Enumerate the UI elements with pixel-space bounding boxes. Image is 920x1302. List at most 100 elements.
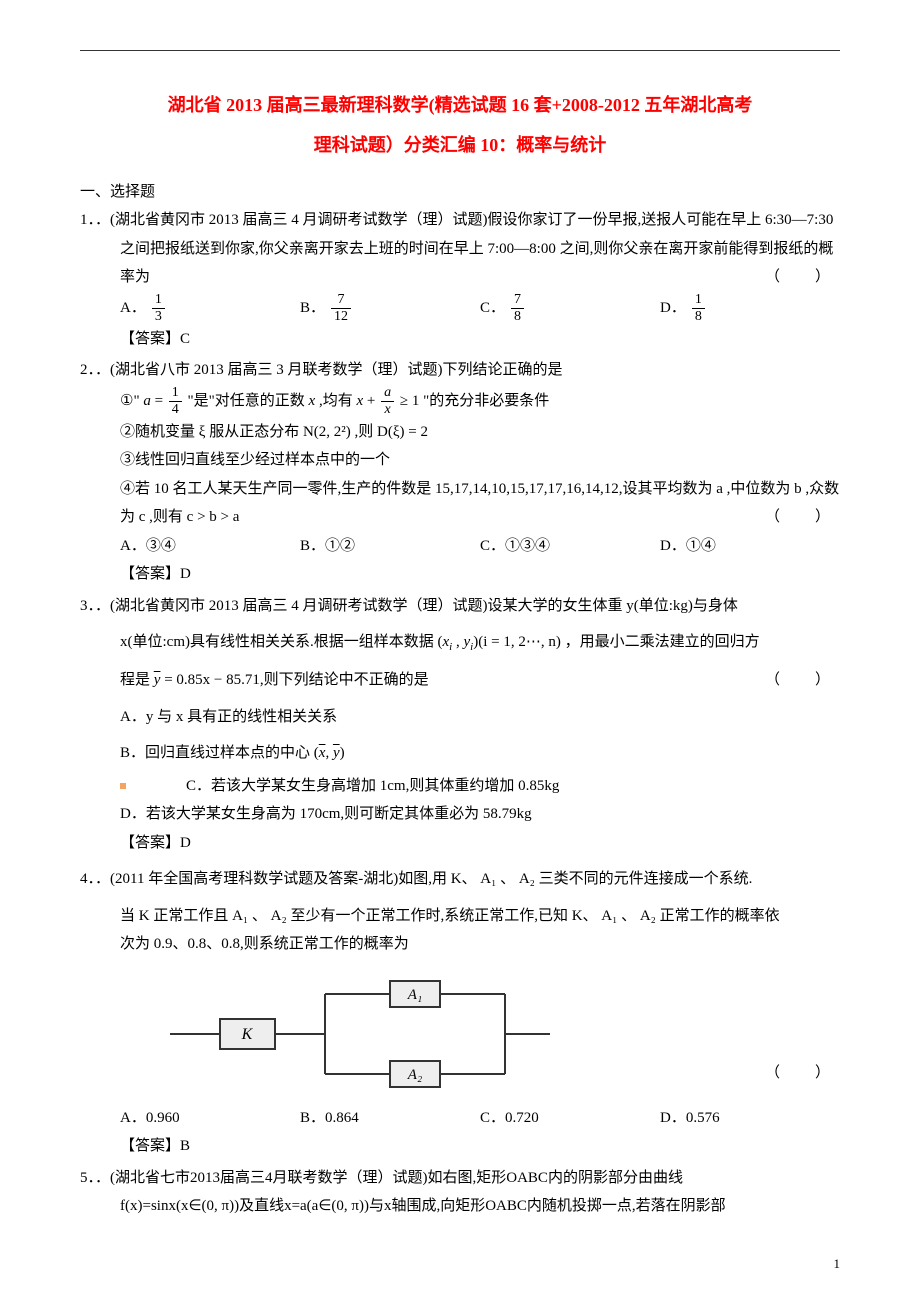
q3-opt-b: B．回归直线过样本点的中心 (x, y) (80, 739, 840, 768)
q2-answer: 【答案】D (80, 560, 840, 589)
q3-t2b: )(i = 1, 2⋯, n) ，用最小二乘法建立的回归方 (473, 634, 759, 650)
q1-choice-d: D． 18 (660, 292, 840, 325)
a2-label: A₂ (407, 1067, 422, 1083)
q2-l4a: ④若 10 名工人某天生产同一零件,生产的件数是 15,17,14,10,15,… (120, 481, 839, 526)
q3-t2a: x(单位:cm)具有线性相关关系.根据一组样本数据 ( (120, 634, 442, 650)
q3-line2: x(单位:cm)具有线性相关关系.根据一组样本数据 (xi , yi)(i = … (80, 628, 840, 658)
q2-f1n: 1 (169, 385, 182, 402)
q3-optb-t: B．回归直线过样本点的中心 ( (120, 745, 319, 761)
q5-t1: 如右图,矩形OABC内的阴影部分由曲线 (428, 1170, 683, 1186)
q2-f2n: a (381, 385, 394, 402)
k-label: K (241, 1026, 254, 1043)
q4-text2: 当 K 正常工作且 A₁ 、 A₂ 至少有一个正常工作时,系统正常工作,已知 K… (80, 902, 840, 931)
q1-a-den: 3 (152, 309, 165, 325)
q1-paren: （ ） (805, 263, 840, 292)
q2-choice-a: A．③④ (120, 532, 300, 561)
q5-text2: f(x)=sinx(x∈(0, π))及直线x=a(a∈(0, π))与x轴围成… (80, 1192, 840, 1221)
q1-num: 1． (80, 212, 95, 228)
page: 湖北省 2013 届高三最新理科数学(精选试题 16 套+2008-2012 五… (0, 0, 920, 1302)
q2-f2d: x (381, 402, 394, 418)
q2-l1d: "的充分非必要条件 (419, 393, 549, 409)
q3-text: 3．．(湖北省黄冈市 2013 届高三 4 月调研考试数学（理）试题)设某大学的… (80, 592, 840, 621)
q2-l1c: ,均有 (315, 393, 356, 409)
q4-choice-a: A．0.960 (120, 1104, 300, 1133)
q1-text: 1．．(湖北省黄冈市 2013 届高三 4 月调研考试数学（理）试题)假设你家订… (80, 206, 840, 292)
q4-choices: A．0.960 B．0.864 C．0.720 D．0.576 (80, 1104, 840, 1133)
q1-b-den: 12 (331, 309, 351, 325)
q4-text3: 次为 0.9、0.8、0.8,则系统正常工作的概率为 (80, 930, 840, 959)
question-2: 2．．(湖北省八市 2013 届高三 3 月联考数学（理）试题)下列结论正确的是… (80, 356, 840, 589)
title-line-1: 湖北省 2013 届高三最新理科数学(精选试题 16 套+2008-2012 五… (80, 86, 840, 126)
q1-choices: A．13 B．712 C．78 D．18 (80, 292, 840, 325)
q2-num: 2． (80, 362, 95, 378)
q1-d-label: D． (660, 294, 686, 323)
q1-choice-c: C． 78 (480, 292, 660, 325)
q5-source: ．(湖北省七市2013届高三4月联考数学（理）试题) (95, 1170, 428, 1186)
q1-a-label: A． (120, 294, 146, 323)
q1-source: ．(湖北省黄冈市 2013 届高三 4 月调研考试数学（理）试题) (95, 212, 488, 228)
q2-line4: ④若 10 名工人某天生产同一零件,生产的件数是 15,17,14,10,15,… (80, 475, 840, 532)
q4-paren: （ ） (765, 1059, 840, 1088)
section-heading: 一、选择题 (80, 180, 840, 201)
q3-opt-a: A．y 与 x 具有正的线性相关关系 (80, 703, 840, 732)
q3-optb-t2: ) (340, 745, 345, 761)
q2-paren: （ ） (765, 503, 840, 532)
q3-t1: 设某大学的女生体重 y(单位:kg)与身体 (488, 598, 738, 614)
q4-text1: 4．．(2011 年全国高考理科数学试题及答案-湖北)如图,用 K、 A₁ 、 … (80, 865, 840, 894)
page-number: 1 (834, 1256, 841, 1272)
q1-choice-b: B． 712 (300, 292, 480, 325)
q3-t3b: = 0.85x − 85.71,则下列结论中不正确的是 (160, 672, 428, 688)
title-line-2: 理科试题）分类汇编 10：概率与统计 (80, 126, 840, 166)
q2-line3: ③线性回归直线至少经过样本点中的一个 (80, 446, 840, 475)
circuit-svg: K A₁ A₂ (170, 969, 550, 1099)
q3-opt-d: D．若该大学某女生身高为 170cm,则可断定其体重必为 58.79kg (80, 800, 840, 829)
q3-paren: （ ） (765, 666, 840, 695)
q1-choice-a: A． 13 (120, 292, 300, 325)
q2-choice-c: C．①③④ (480, 532, 660, 561)
question-1: 1．．(湖北省黄冈市 2013 届高三 4 月调研考试数学（理）试题)假设你家订… (80, 206, 840, 353)
q2-line1: ①" a = 14 "是"对任意的正数 x ,均有 x + ax ≥ 1 "的充… (80, 385, 840, 418)
q4-circuit-diagram: K A₁ A₂ （ ） (170, 969, 840, 1099)
q3-opt-c: C．若该大学某女生身高增加 1cm,则其体重约增加 0.85kg (186, 778, 559, 794)
q4-num: 4． (80, 871, 95, 887)
q3-source: ．(湖北省黄冈市 2013 届高三 4 月调研考试数学（理）试题) (95, 598, 488, 614)
q2-line2: ②随机变量 ξ 服从正态分布 N(2, 2²) ,则 D(ξ) = 2 (80, 418, 840, 447)
q2-text: 2．．(湖北省八市 2013 届高三 3 月联考数学（理）试题)下列结论正确的是 (80, 356, 840, 385)
q2-choices: A．③④ B．①② C．①③④ D．①④ (80, 532, 840, 561)
top-divider (80, 50, 840, 51)
q3-answer: 【答案】D (80, 829, 840, 858)
q4-t1: 如图,用 K、 A₁ 、 A₂ 三类不同的元件连接成一个系统. (398, 871, 752, 887)
q1-b-label: B． (300, 294, 325, 323)
q3-opt-c-row: C．若该大学某女生身高增加 1cm,则其体重约增加 0.85kg (80, 772, 840, 801)
q5-num: 5． (80, 1170, 95, 1186)
q2-l1b: "是"对任意的正数 (184, 393, 309, 409)
q2-f1d: 4 (169, 402, 182, 418)
q4-answer: 【答案】B (80, 1132, 840, 1161)
q3-num: 3． (80, 598, 95, 614)
q2-source: ．(湖北省八市 2013 届高三 3 月联考数学（理）试题)下列结论正确的是 (95, 362, 563, 378)
q1-c-num: 7 (511, 292, 524, 309)
q1-d-den: 8 (692, 309, 705, 325)
q4-source: ．(2011 年全国高考理科数学试题及答案-湖北) (95, 871, 398, 887)
q1-d-num: 1 (692, 292, 705, 309)
document-title: 湖北省 2013 届高三最新理科数学(精选试题 16 套+2008-2012 五… (80, 86, 840, 165)
q3-t3a: 程是 (120, 672, 154, 688)
q1-c-label: C． (480, 294, 505, 323)
question-4: 4．．(2011 年全国高考理科数学试题及答案-湖北)如图,用 K、 A₁ 、 … (80, 865, 840, 1161)
q4-choice-c: C．0.720 (480, 1104, 660, 1133)
question-3: 3．．(湖北省黄冈市 2013 届高三 4 月调研考试数学（理）试题)设某大学的… (80, 592, 840, 857)
q1-a-num: 1 (152, 292, 165, 309)
q4-choice-d: D．0.576 (660, 1104, 840, 1133)
a1-label: A₁ (407, 987, 422, 1003)
q3-line3: 程是 y = 0.85x − 85.71,则下列结论中不正确的是 （ ） (80, 666, 840, 695)
q5-text1: 5．．(湖北省七市2013届高三4月联考数学（理）试题)如右图,矩形OABC内的… (80, 1164, 840, 1193)
q2-choice-d: D．①④ (660, 532, 840, 561)
q2-l1a: ①" (120, 393, 143, 409)
q1-b-num: 7 (331, 292, 351, 309)
q4-choice-b: B．0.864 (300, 1104, 480, 1133)
question-5: 5．．(湖北省七市2013届高三4月联考数学（理）试题)如右图,矩形OABC内的… (80, 1164, 840, 1221)
orange-marker-icon (120, 783, 126, 789)
q1-answer: 【答案】C (80, 325, 840, 354)
q1-c-den: 8 (511, 309, 524, 325)
q2-choice-b: B．①② (300, 532, 480, 561)
